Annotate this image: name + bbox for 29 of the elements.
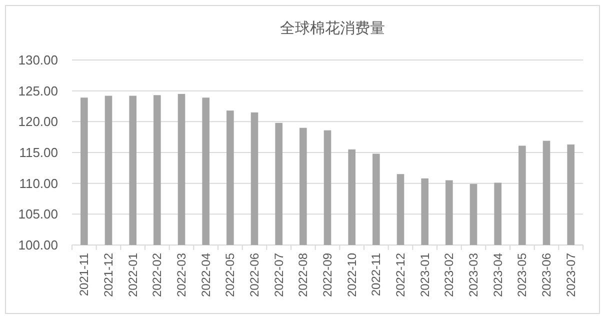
x-tick-label: 2022-07	[272, 252, 286, 298]
x-tick-label: 2022-11	[369, 252, 384, 296]
x-tick-label: 2022-01	[126, 252, 140, 298]
y-tick-label: 125.00	[18, 83, 58, 98]
chart-title: 全球棉花消费量	[280, 20, 385, 37]
x-tick-label: 2022-08	[296, 252, 310, 298]
x-tick-label: 2022-02	[150, 252, 164, 298]
x-tick-label: 2022-10	[344, 252, 359, 298]
x-tick-label: 2023-06	[540, 252, 554, 298]
x-tick-label: 2022-04	[198, 252, 213, 298]
x-tick-label: 2022-05	[223, 252, 238, 298]
x-tick-label: 2022-12	[394, 252, 408, 298]
y-tick-label: 130.00	[18, 52, 58, 68]
x-tick-label: 2023-03	[466, 252, 480, 298]
x-tick-label: 2023-07	[564, 252, 578, 298]
y-tick-label: 120.00	[18, 114, 58, 130]
x-tick-label: 2022-03	[174, 252, 188, 298]
x-tick-label: 2021-12	[102, 252, 116, 298]
y-tick-label: 110.00	[19, 176, 58, 191]
x-tick-label: 2022-06	[248, 252, 262, 298]
y-tick-label: 115.00	[19, 145, 58, 160]
x-tick-label: 2021-11	[77, 252, 92, 296]
x-tick-label: 2023-05	[515, 252, 530, 298]
y-tick-label: 100.00	[18, 238, 58, 252]
x-tick-label: 2023-04	[490, 252, 505, 298]
x-tick-label: 2022-09	[320, 252, 334, 298]
x-tick-label: 2023-01	[418, 252, 432, 298]
y-tick-label: 105.00	[18, 206, 58, 222]
x-tick-label: 2023-02	[442, 252, 456, 298]
